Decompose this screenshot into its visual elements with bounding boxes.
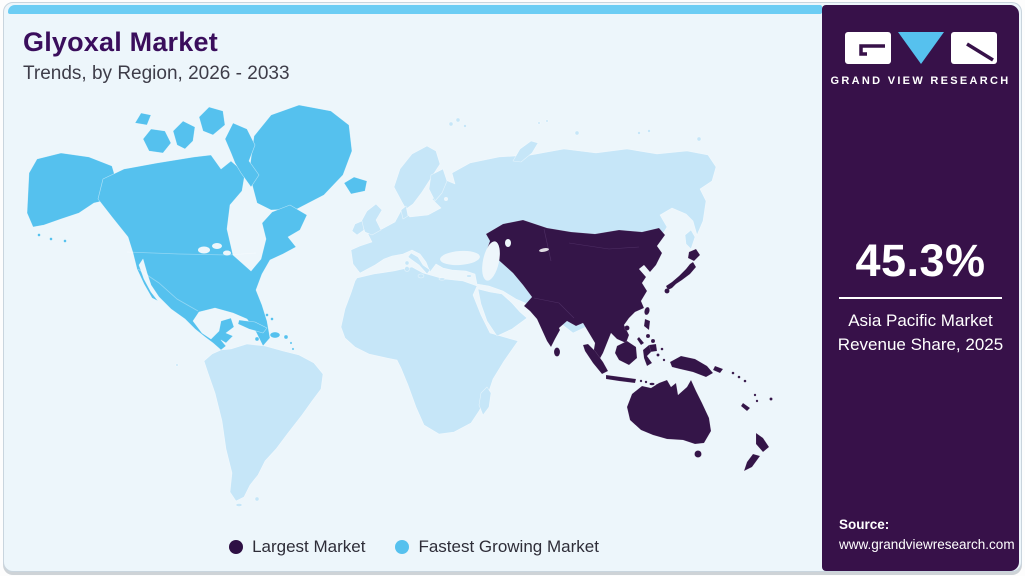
- map-legend: Largest Market Fastest Growing Market: [4, 537, 824, 557]
- page-subtitle: Trends, by Region, 2026 - 2033: [23, 63, 290, 84]
- central-asia-lakes: [482, 239, 549, 281]
- source-block: Source: www.grandviewresearch.com: [839, 515, 1015, 556]
- stat-caption: Asia Pacific Market Revenue Share, 2025: [822, 309, 1019, 357]
- stat-caption-line2: Revenue Share, 2025: [837, 334, 1004, 354]
- source-url: www.grandviewresearch.com: [839, 536, 1015, 552]
- legend-item-largest: Largest Market: [229, 537, 365, 557]
- stat-value: 45.3%: [855, 235, 986, 286]
- legend-item-fastest: Fastest Growing Market: [395, 537, 599, 557]
- top-accent-bar: [8, 5, 822, 14]
- fastest-growing-dot-icon: [395, 540, 410, 554]
- inland-seas: [440, 197, 480, 266]
- region-north-america: [26, 104, 368, 357]
- infographic-card: Glyoxal Market Trends, by Region, 2026 -…: [3, 2, 1022, 572]
- world-map: [4, 91, 824, 531]
- header: Glyoxal Market Trends, by Region, 2026 -…: [23, 27, 290, 85]
- sidebar: GRAND VIEW RESEARCH 45.3% Asia Pacific M…: [822, 5, 1019, 571]
- page-title: Glyoxal Market: [23, 27, 218, 57]
- brand-logo: GRAND VIEW RESEARCH: [822, 30, 1019, 87]
- source-label: Source:: [839, 516, 890, 532]
- region-asia-pacific: [485, 219, 773, 472]
- largest-market-dot-icon: [229, 540, 244, 554]
- legend-label: Fastest Growing Market: [418, 537, 599, 556]
- legend-label: Largest Market: [252, 537, 366, 556]
- stat-caption-line1: Asia Pacific Market: [848, 311, 993, 330]
- brand-name: GRAND VIEW RESEARCH: [830, 75, 1011, 87]
- stat-block: 45.3% Asia Pacific Market Revenue Share,…: [822, 235, 1019, 357]
- stat-divider: [839, 297, 1002, 299]
- gvr-logo-icon: [844, 30, 997, 66]
